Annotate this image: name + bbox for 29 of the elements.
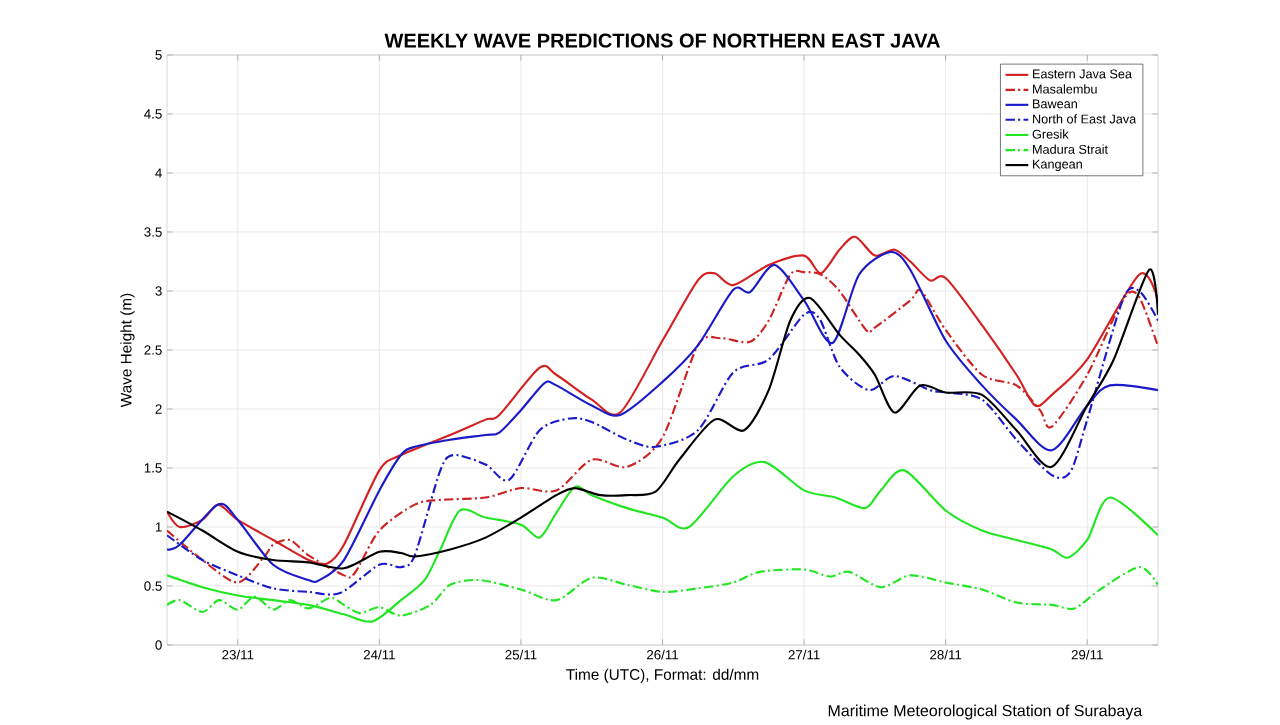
legend-label: Eastern Java Sea	[1033, 69, 1132, 79]
y-tick-label: 3.5	[144, 227, 162, 237]
x-tick-label: 29/11	[1071, 649, 1103, 660]
x-axis-title: Time (UTC), Format: dd/mm	[566, 668, 759, 683]
y-tick-label: 4	[155, 168, 162, 178]
x-tick-label: 26/11	[646, 649, 679, 660]
legend-label: Masalembu	[1033, 84, 1097, 94]
x-tick-label: 25/11	[505, 649, 537, 660]
x-tick-label: 23/11	[222, 649, 254, 660]
legend-label: North of East Java	[1033, 114, 1137, 124]
x-tick-label: 27/11	[788, 649, 820, 660]
legend-label: Madura Strait	[1033, 144, 1108, 154]
x-tick-label: 28/11	[930, 649, 962, 660]
text: Maritime Meteorological Station of Surabaya	[828, 704, 1143, 720]
y-axis-title: Wave Height (m)	[120, 293, 135, 408]
y-tick-label: 0.5	[144, 581, 162, 591]
y-tick-label: 4.5	[144, 109, 162, 119]
y-tick-label: 2	[155, 404, 162, 414]
y-tick-label: 5	[155, 50, 162, 60]
legend-label: Bawean	[1033, 99, 1077, 109]
y-tick-label: 2.5	[144, 345, 162, 355]
legend-label: Kangean	[1033, 159, 1082, 172]
y-tick-label: 3	[155, 286, 162, 296]
chart-title: WEEKLY WAVE PREDICTIONS OF NORTHERN EAST JAVA	[384, 33, 940, 48]
y-tick-label: 1.5	[144, 463, 162, 473]
x-tick-label: 24/11	[363, 649, 395, 660]
legend-label: Gresik	[1032, 129, 1069, 139]
y-tick-label: 0	[155, 640, 162, 650]
y-tick-label: 1	[155, 522, 162, 532]
